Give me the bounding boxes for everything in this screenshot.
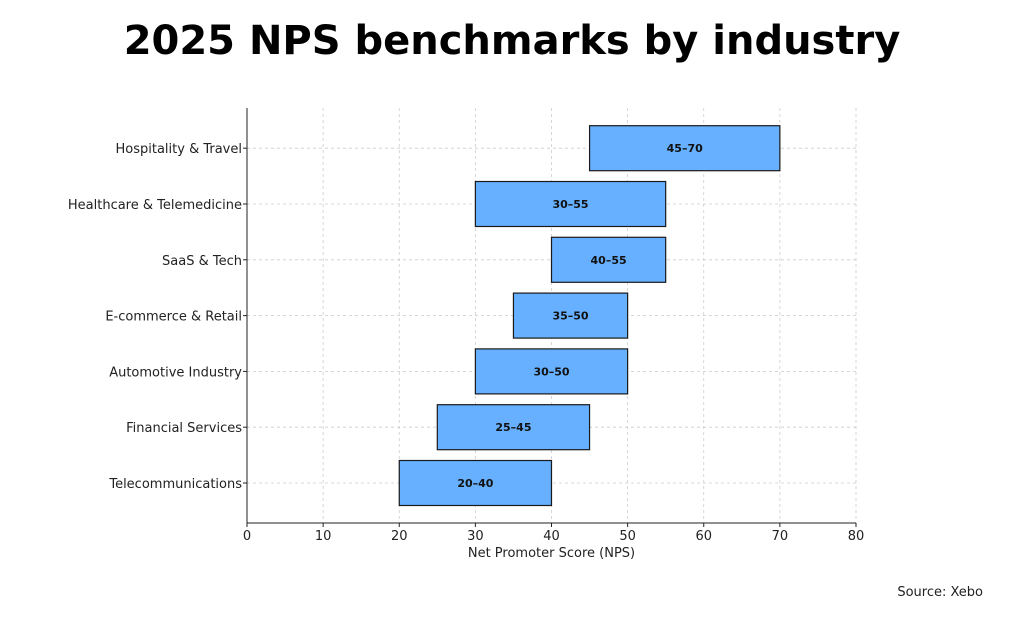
y-tick-label: Financial Services [126, 421, 242, 436]
x-tick-label: 10 [315, 529, 332, 544]
y-tick-label: SaaS & Tech [162, 254, 242, 269]
chart-title: 2025 NPS benchmarks by industry [123, 18, 901, 64]
bar-label: 40–55 [591, 254, 627, 267]
bar-label: 25–45 [495, 421, 531, 434]
bar [398, 459, 553, 507]
bar [436, 404, 591, 451]
x-tick-label: 80 [848, 529, 865, 544]
y-tick-label: Telecommunications [108, 477, 242, 492]
source-note: Source: Xebo [897, 585, 983, 600]
bar [474, 348, 629, 395]
bar [550, 236, 667, 283]
x-axis-label: Net Promoter Score (NPS) [468, 546, 635, 561]
x-tick-label: 50 [619, 529, 636, 544]
x-tick-label: 70 [772, 529, 789, 544]
x-tick-label: 0 [243, 529, 251, 544]
bar [512, 292, 629, 339]
x-tick-label: 30 [467, 529, 484, 544]
bar-label: 30–50 [533, 365, 569, 378]
y-tick-label: E-commerce & Retail [105, 310, 242, 325]
y-tick-label: Healthcare & Telemedicine [68, 198, 242, 213]
bar [588, 125, 781, 172]
bar-label: 45–70 [667, 142, 703, 155]
bar-label: 30–55 [552, 198, 588, 211]
x-tick-label: 40 [543, 529, 560, 544]
x-tick-label: 60 [695, 529, 712, 544]
y-tick-label: Hospitality & Travel [116, 142, 243, 157]
bar-label: 20–40 [457, 477, 493, 490]
y-tick-label: Automotive Industry [109, 365, 242, 380]
x-tick-label: 20 [391, 529, 408, 544]
bar [474, 180, 667, 228]
bar-label: 35–50 [552, 310, 588, 323]
